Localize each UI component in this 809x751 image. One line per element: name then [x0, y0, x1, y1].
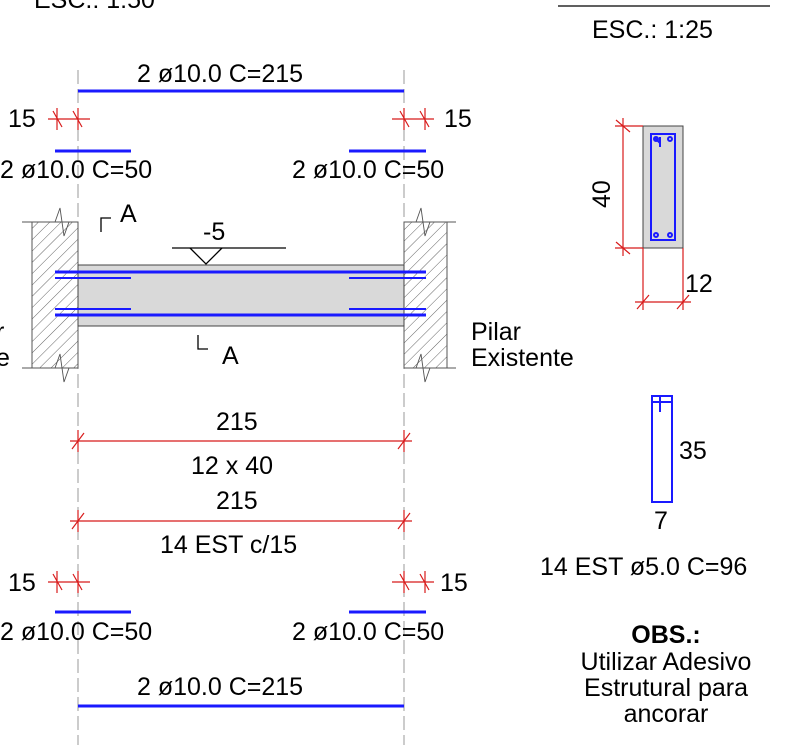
top-short-bar-left-label: 2 ø10.0 C=50	[0, 156, 152, 184]
stirrup-shape	[651, 395, 673, 503]
notes-block: OBS.: Utilizar Adesivo Estrutural para a…	[581, 621, 752, 728]
pillar-left-break-bottom	[22, 353, 78, 383]
stirrup-length-label: 215	[216, 487, 258, 515]
section-cut-top-label: A	[120, 200, 137, 228]
top-long-bar-label: 2 ø10.0 C=215	[137, 60, 303, 88]
notes-line-1: Utilizar Adesivo	[581, 648, 752, 676]
notes-line-3: ancorar	[624, 700, 709, 728]
beam-elevation: -5 A A r e Pilar Existente	[0, 200, 574, 383]
bottom-long-bar-label: 2 ø10.0 C=215	[137, 673, 303, 701]
stirrup-width-label: 7	[654, 507, 668, 535]
section-height-label: 40	[588, 180, 616, 208]
section-stirrup	[650, 133, 676, 241]
stirrup-height-label: 35	[679, 437, 707, 465]
section-bar-bottom-right	[667, 232, 673, 238]
dimension-stirrup-length	[70, 510, 412, 532]
section-width-label: 12	[685, 270, 713, 298]
pillar-left-break-top	[22, 207, 78, 237]
scale-label-left: ESC.: 1:50	[34, 0, 155, 14]
level-mark-label: -5	[203, 218, 225, 246]
pillar-right-label-line2: Existente	[471, 344, 574, 372]
scale-label-right: ESC.: 1:25	[592, 16, 713, 44]
pillar-right-label-line1: Pilar	[471, 318, 521, 346]
cross-section-detail: 40 12	[588, 118, 713, 310]
pillar-right-break-bottom	[404, 353, 456, 383]
bottom-anchor-left-dim	[48, 571, 90, 593]
bottom-anchor-right-label: 15	[440, 569, 468, 597]
pillar-left	[31, 221, 79, 369]
bottom-rebar-group: 15 15 2 ø10.0 C=50 2 ø10.0 C=50 2 ø10.0 …	[0, 569, 468, 708]
bottom-short-bar-right-label: 2 ø10.0 C=50	[292, 618, 444, 646]
pillar-left-label-line2: e	[0, 344, 10, 372]
notes-title: OBS.:	[631, 621, 700, 649]
pillar-left-label-line1: r	[0, 318, 4, 346]
stirrup-spacing-label: 14 EST c/15	[160, 531, 297, 559]
bottom-short-bar-left-label: 2 ø10.0 C=50	[0, 618, 152, 646]
beam-body	[77, 264, 405, 327]
beam-length-label: 215	[216, 408, 258, 436]
section-bar-bottom-left	[653, 232, 659, 238]
top-short-bar-right-label: 2 ø10.0 C=50	[292, 156, 444, 184]
stirrup-hook	[652, 396, 672, 412]
section-bar-top-right	[667, 136, 673, 142]
stirrup-detail: 35 7 14 EST ø5.0 C=96	[540, 395, 747, 581]
section-bar-top-left	[653, 136, 659, 142]
top-anchor-left-dim	[48, 108, 90, 130]
bottom-anchor-right-dim	[392, 571, 434, 593]
level-triangle	[189, 247, 223, 265]
top-anchor-right-label: 15	[444, 105, 472, 133]
bottom-anchor-left-label: 15	[8, 569, 36, 597]
top-anchor-right-dim	[392, 108, 434, 130]
section-cut-top-marker	[100, 217, 111, 232]
top-anchor-left-label: 15	[8, 105, 36, 133]
pillar-right-break-top	[404, 207, 456, 237]
stirrup-spec-label: 14 EST ø5.0 C=96	[540, 553, 747, 581]
section-cut-bottom-label: A	[222, 342, 239, 370]
dimension-beam-length	[70, 430, 412, 452]
section-concrete	[642, 125, 684, 249]
top-rebar-group: 2 ø10.0 C=215 15 15 2 ø10.0 C=50 2 ø10.0…	[0, 60, 472, 184]
pillar-right	[403, 221, 448, 369]
notes-line-2: Estrutural para	[584, 674, 748, 702]
section-cut-bottom-marker	[197, 335, 208, 350]
beam-section-label: 12 x 40	[191, 452, 273, 480]
